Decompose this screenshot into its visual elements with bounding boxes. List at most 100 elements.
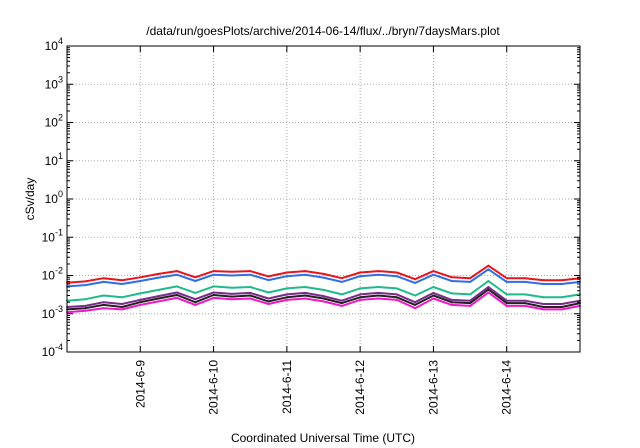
data-point xyxy=(524,304,527,307)
data-point xyxy=(120,308,123,311)
data-point xyxy=(304,273,307,276)
data-point xyxy=(285,296,288,299)
data-point xyxy=(230,270,233,273)
data-point xyxy=(267,302,270,305)
data-point xyxy=(432,286,435,289)
data-point xyxy=(212,293,215,296)
data-point xyxy=(340,302,343,305)
data-point xyxy=(542,306,545,309)
y-tick-label: 102 xyxy=(45,113,63,130)
data-point xyxy=(139,298,142,301)
data-point xyxy=(102,294,105,297)
data-point xyxy=(84,298,87,301)
data-point xyxy=(359,298,362,301)
data-point xyxy=(175,285,178,288)
data-point xyxy=(212,291,215,294)
data-point xyxy=(249,286,252,289)
data-point xyxy=(542,308,545,311)
data-point xyxy=(194,303,197,306)
data-point xyxy=(194,298,197,301)
data-point xyxy=(340,293,343,296)
data-point xyxy=(542,279,545,282)
data-point xyxy=(285,287,288,290)
data-point xyxy=(84,309,87,312)
data-point xyxy=(450,276,453,279)
data-point xyxy=(175,293,178,296)
y-tick-label: 10-4 xyxy=(42,342,63,359)
data-point xyxy=(395,298,398,301)
data-point xyxy=(322,300,325,303)
data-point xyxy=(340,304,343,307)
data-point xyxy=(414,281,417,284)
data-point xyxy=(560,302,563,305)
data-point xyxy=(102,301,105,304)
data-point xyxy=(194,301,197,304)
x-tick-label: 2014-6-14 xyxy=(500,360,514,415)
data-point xyxy=(414,301,417,304)
data-point xyxy=(505,277,508,280)
x-tick-label: 2014-6-13 xyxy=(426,360,440,415)
data-point xyxy=(157,276,160,279)
series-5 xyxy=(66,288,581,311)
x-tick-label: 2014-6-12 xyxy=(353,360,367,415)
data-point xyxy=(359,271,362,274)
y-tick-label: 101 xyxy=(45,151,63,168)
y-tick-label: 10-3 xyxy=(42,304,63,321)
data-point xyxy=(157,288,160,291)
data-point xyxy=(84,307,87,310)
data-point xyxy=(175,270,178,273)
data-point xyxy=(84,304,87,307)
data-point xyxy=(304,286,307,289)
data-point xyxy=(139,303,142,306)
data-point xyxy=(560,306,563,309)
data-point xyxy=(469,280,472,283)
data-point xyxy=(377,291,380,294)
data-point xyxy=(560,308,563,311)
data-point xyxy=(304,291,307,294)
data-point xyxy=(249,270,252,273)
data-point xyxy=(212,273,215,276)
data-point xyxy=(120,302,123,305)
data-point xyxy=(432,291,435,294)
data-point xyxy=(194,276,197,279)
data-point xyxy=(139,276,142,279)
data-point xyxy=(542,302,545,305)
data-point xyxy=(487,286,490,289)
data-point xyxy=(157,295,160,298)
data-point xyxy=(285,275,288,278)
data-point xyxy=(212,296,215,299)
data-point xyxy=(139,292,142,295)
data-point xyxy=(505,302,508,305)
data-point xyxy=(505,304,508,307)
data-point xyxy=(139,279,142,282)
data-point xyxy=(377,297,380,300)
data-point xyxy=(120,296,123,299)
data-point xyxy=(230,286,233,289)
data-point xyxy=(469,302,472,305)
data-point xyxy=(84,280,87,283)
data-point xyxy=(505,293,508,296)
data-point xyxy=(267,291,270,294)
data-point xyxy=(102,303,105,306)
data-point xyxy=(102,277,105,280)
data-point xyxy=(450,279,453,282)
data-point xyxy=(505,299,508,302)
data-point xyxy=(194,279,197,282)
data-point xyxy=(542,296,545,299)
data-point xyxy=(469,299,472,302)
data-point xyxy=(524,293,527,296)
data-point xyxy=(157,272,160,275)
data-point xyxy=(469,304,472,307)
data-point xyxy=(249,291,252,294)
data-point xyxy=(487,288,490,291)
data-point xyxy=(120,306,123,309)
data-point xyxy=(432,273,435,276)
data-point xyxy=(230,274,233,277)
data-point xyxy=(84,284,87,287)
x-tick-label: 2014-6-9 xyxy=(133,360,147,408)
data-point xyxy=(560,282,563,285)
data-point xyxy=(304,270,307,273)
axis-ticks: 10-4 10-3 10-2 10-1 100 101 102 103 104 2014-6-9 2… xyxy=(42,36,580,415)
data-point xyxy=(322,295,325,298)
